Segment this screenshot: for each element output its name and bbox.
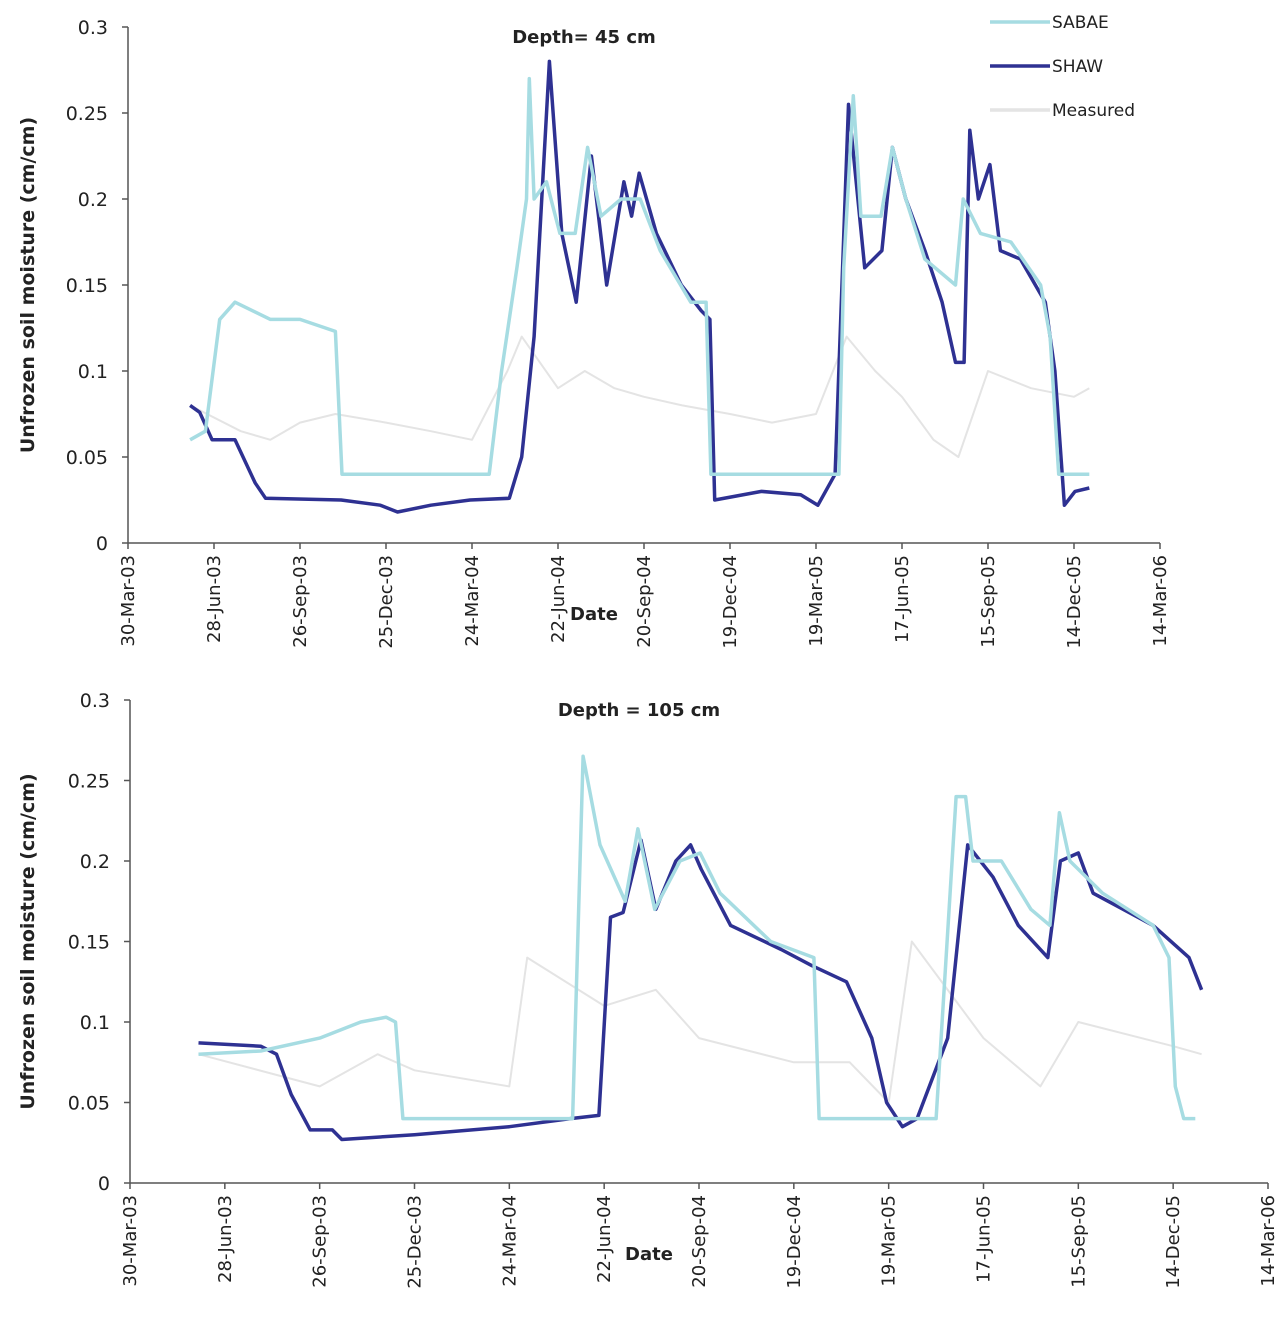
y-tick-label: 0.25 bbox=[68, 771, 110, 793]
y-tick-label: 0 bbox=[96, 533, 108, 555]
y-tick-label: 0 bbox=[98, 1173, 110, 1195]
x-tick-label: 15-Sep-05 bbox=[1068, 1195, 1089, 1288]
y-tick-label: 0.15 bbox=[68, 932, 110, 954]
legend-label: SABAE bbox=[1052, 13, 1109, 33]
x-tick-label: 17-Jun-05 bbox=[974, 1195, 995, 1283]
x-tick-label: 30-Mar-03 bbox=[118, 555, 139, 647]
legend-label: Measured bbox=[1052, 101, 1135, 121]
y-tick-label: 0.2 bbox=[78, 189, 108, 211]
y-axis-title: Unfrozen soil moisture (cm/cm) bbox=[17, 773, 39, 1109]
x-tick-label: 15-Sep-05 bbox=[978, 555, 999, 648]
x-tick-label: 26-Sep-03 bbox=[290, 555, 311, 648]
x-tick-label: 22-Jun-04 bbox=[548, 555, 569, 643]
x-tick-label: 28-Jun-03 bbox=[215, 1195, 236, 1283]
x-tick-label: 19-Mar-05 bbox=[806, 555, 827, 647]
x-axis-title: Date bbox=[570, 604, 618, 625]
x-tick-label: 14-Dec-05 bbox=[1064, 555, 1085, 649]
x-tick-label: 14-Dec-05 bbox=[1163, 1195, 1184, 1289]
x-tick-label: 20-Sep-04 bbox=[689, 1195, 710, 1288]
chart-title: Depth = 105 cm bbox=[558, 700, 720, 721]
x-tick-label: 24-Mar-04 bbox=[499, 1195, 520, 1287]
series-line bbox=[189, 59, 1090, 514]
x-tick-label: 17-Jun-05 bbox=[892, 555, 913, 643]
x-axis-title: Date bbox=[625, 1244, 673, 1265]
x-tick-label: 14-Mar-06 bbox=[1258, 1195, 1279, 1287]
y-tick-label: 0.3 bbox=[80, 690, 110, 712]
y-tick-label: 0.05 bbox=[68, 1093, 110, 1115]
x-tick-label: 14-Mar-06 bbox=[1150, 555, 1171, 647]
x-tick-label: 25-Dec-03 bbox=[405, 1195, 426, 1289]
y-tick-label: 0.1 bbox=[80, 1012, 110, 1034]
chart-title: Depth= 45 cm bbox=[512, 27, 656, 48]
y-tick-label: 0.3 bbox=[78, 17, 108, 39]
x-tick-label: 22-Jun-04 bbox=[594, 1195, 615, 1283]
x-tick-label: 24-Mar-04 bbox=[462, 555, 483, 647]
x-tick-label: 19-Mar-05 bbox=[879, 1195, 900, 1287]
y-tick-label: 0.05 bbox=[66, 447, 108, 469]
x-tick-label: 25-Dec-03 bbox=[376, 555, 397, 649]
series-line bbox=[189, 76, 1090, 476]
legend-label: SHAW bbox=[1052, 57, 1103, 77]
x-tick-label: 20-Sep-04 bbox=[634, 555, 655, 648]
x-tick-label: 30-Mar-03 bbox=[120, 1195, 141, 1287]
x-tick-label: 26-Sep-03 bbox=[310, 1195, 331, 1288]
y-tick-label: 0.1 bbox=[78, 361, 108, 383]
series-line bbox=[198, 838, 1204, 1142]
series-line bbox=[198, 940, 1202, 1104]
x-tick-label: 19-Dec-04 bbox=[720, 555, 741, 649]
x-tick-label: 28-Jun-03 bbox=[204, 555, 225, 643]
series-line bbox=[189, 335, 1090, 458]
x-tick-label: 19-Dec-04 bbox=[784, 1195, 805, 1289]
y-tick-label: 0.25 bbox=[66, 103, 108, 125]
y-axis-title: Unfrozen soil moisture (cm/cm) bbox=[17, 117, 39, 453]
y-tick-label: 0.2 bbox=[80, 851, 110, 873]
series-line bbox=[198, 754, 1196, 1121]
y-tick-label: 0.15 bbox=[66, 275, 108, 297]
